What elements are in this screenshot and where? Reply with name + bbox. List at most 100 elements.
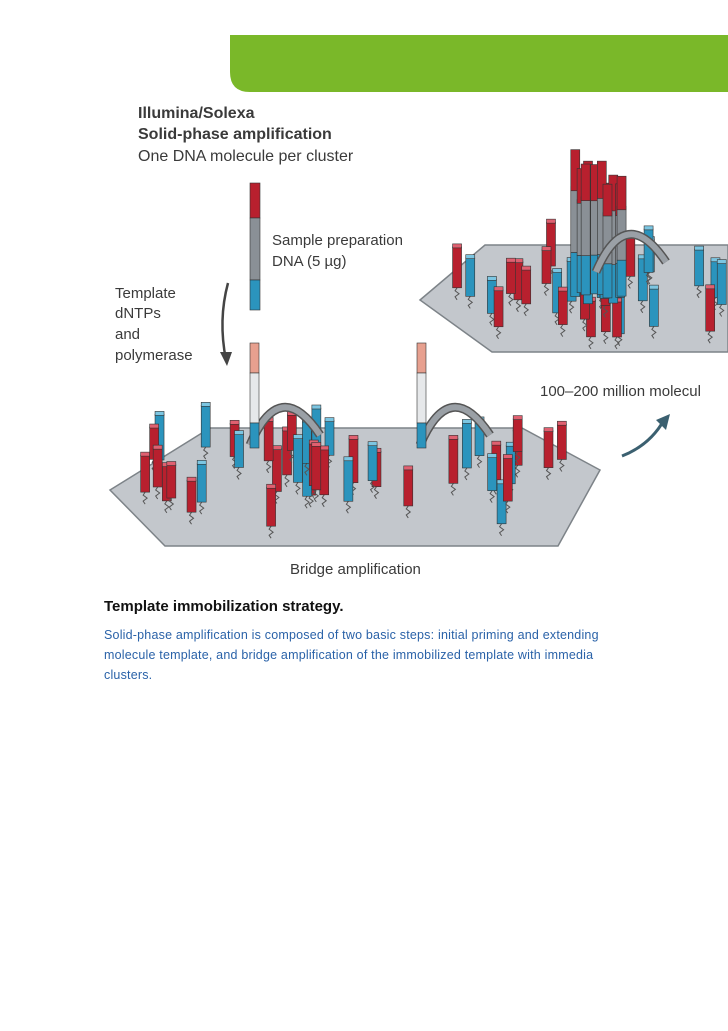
linker bbox=[450, 483, 457, 496]
linker bbox=[651, 326, 657, 339]
subheading: One DNA molecule per cluster bbox=[138, 148, 354, 165]
strand-top bbox=[200, 402, 211, 407]
strand bbox=[249, 279, 261, 311]
linker bbox=[515, 451, 521, 464]
heading-line: Solid-phase amplification bbox=[138, 126, 332, 143]
linker bbox=[640, 300, 646, 314]
strand bbox=[166, 464, 177, 499]
strand-top bbox=[487, 453, 497, 458]
strand bbox=[465, 257, 476, 297]
strand bbox=[506, 260, 516, 294]
strand bbox=[234, 433, 244, 468]
linker bbox=[405, 505, 412, 519]
strand-top bbox=[348, 435, 359, 440]
linker bbox=[454, 287, 460, 301]
strand bbox=[403, 468, 414, 507]
strand bbox=[152, 447, 163, 488]
strand bbox=[200, 405, 211, 448]
strand bbox=[612, 300, 622, 338]
linker bbox=[268, 525, 274, 539]
strand-top bbox=[311, 442, 322, 447]
linker bbox=[295, 482, 301, 495]
strand bbox=[616, 175, 627, 211]
linker bbox=[696, 285, 702, 299]
strand bbox=[416, 372, 427, 424]
linker bbox=[560, 324, 566, 337]
strand bbox=[694, 248, 704, 287]
strand-top bbox=[705, 284, 715, 290]
strand-top bbox=[465, 254, 476, 259]
linker bbox=[514, 465, 521, 478]
strand-top bbox=[140, 451, 150, 457]
strand-top bbox=[643, 225, 654, 231]
linker bbox=[719, 304, 725, 317]
strand bbox=[311, 445, 322, 491]
linker bbox=[498, 523, 505, 537]
strand bbox=[580, 196, 591, 256]
strand bbox=[416, 422, 427, 449]
strand bbox=[705, 287, 715, 332]
linker bbox=[559, 459, 565, 472]
linker bbox=[313, 489, 320, 503]
linker bbox=[495, 326, 502, 340]
linker bbox=[236, 467, 242, 480]
strand-top bbox=[552, 268, 562, 273]
strand-top bbox=[149, 423, 159, 429]
strand bbox=[266, 486, 276, 527]
linker bbox=[155, 486, 161, 500]
linker bbox=[627, 276, 634, 289]
strand bbox=[602, 263, 613, 299]
strand bbox=[263, 420, 274, 462]
strand bbox=[186, 479, 197, 513]
strand bbox=[543, 430, 554, 468]
heading-line: Illumina/Solexa bbox=[138, 105, 255, 122]
arrow bbox=[621, 419, 666, 458]
strand bbox=[616, 259, 627, 297]
strand bbox=[462, 422, 472, 469]
linker bbox=[345, 500, 352, 514]
strand-top bbox=[557, 420, 567, 426]
bridge-label: Bridge amplification bbox=[290, 561, 421, 578]
strand-top bbox=[487, 276, 497, 281]
strand-top bbox=[716, 259, 727, 264]
strand bbox=[416, 342, 427, 374]
strand-top bbox=[462, 419, 472, 424]
strand bbox=[249, 422, 260, 449]
strand bbox=[580, 255, 591, 296]
bridge bbox=[593, 231, 669, 274]
strand-top bbox=[452, 243, 462, 249]
linker bbox=[369, 480, 376, 493]
strand-top bbox=[234, 430, 244, 435]
strand-top bbox=[272, 445, 282, 450]
strand-top bbox=[546, 218, 556, 224]
strand-top bbox=[503, 454, 513, 459]
reagents-label: dNTPs bbox=[115, 305, 161, 322]
linker bbox=[545, 467, 552, 480]
strand-top bbox=[186, 476, 197, 482]
caption-line: clusters. bbox=[104, 668, 153, 682]
strand bbox=[140, 454, 150, 493]
strand bbox=[293, 437, 303, 483]
strand bbox=[343, 459, 354, 502]
linker bbox=[476, 455, 483, 468]
strand-top bbox=[266, 483, 276, 489]
strand bbox=[448, 438, 459, 484]
strand-top bbox=[543, 427, 554, 432]
linker bbox=[523, 303, 530, 317]
linker bbox=[321, 494, 328, 508]
reagents-label: and bbox=[115, 326, 141, 343]
sample-label: DNA (5 µg) bbox=[272, 253, 347, 270]
strand-top bbox=[694, 245, 704, 251]
green-banner bbox=[230, 35, 728, 92]
linker bbox=[142, 491, 148, 505]
strand-top bbox=[166, 461, 177, 466]
arrow-head bbox=[220, 352, 232, 366]
strand bbox=[602, 183, 613, 217]
linker bbox=[543, 283, 550, 296]
strand bbox=[249, 182, 261, 219]
linker bbox=[467, 296, 474, 309]
reagents-label: polymerase bbox=[115, 347, 193, 364]
strand bbox=[512, 418, 523, 452]
strand-top bbox=[154, 411, 165, 416]
